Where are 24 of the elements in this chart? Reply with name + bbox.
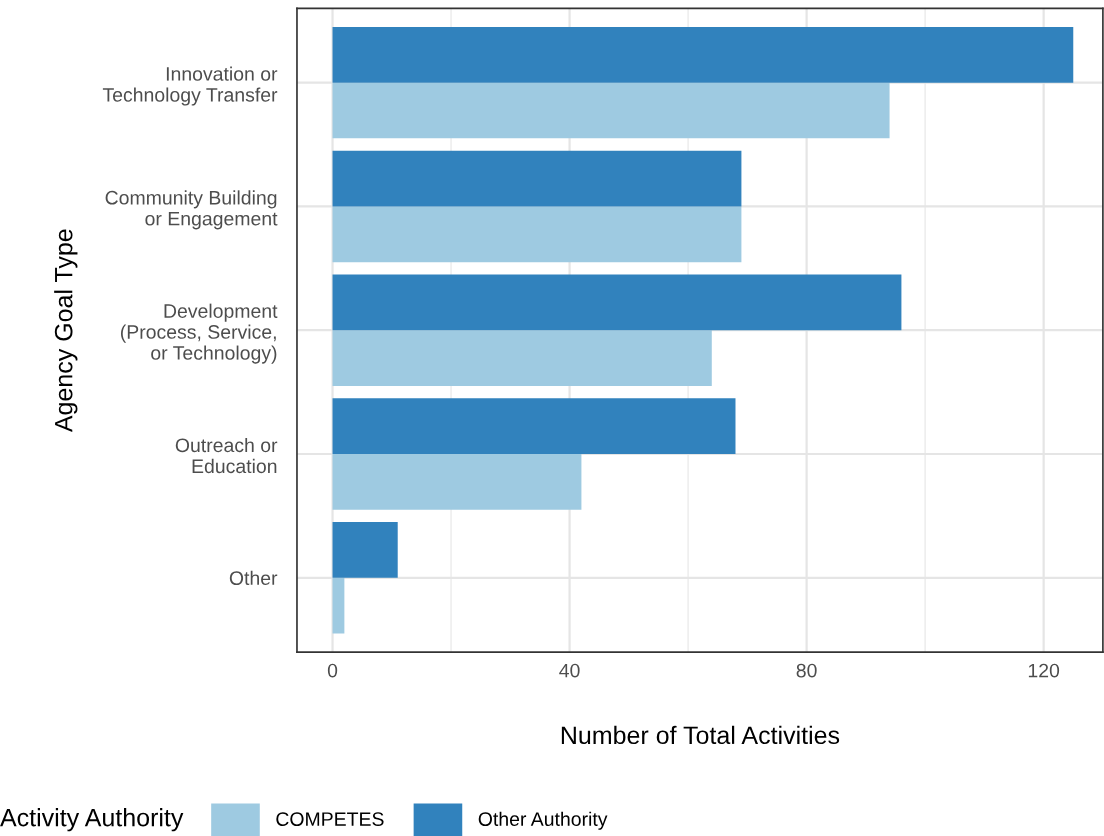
bar bbox=[332, 82, 890, 139]
y-tick-label: Outreach or Education bbox=[175, 437, 278, 474]
x-tick-label: 0 bbox=[327, 663, 338, 678]
x-tick-label: 80 bbox=[796, 663, 817, 678]
bar bbox=[332, 206, 742, 263]
legend-title: Activity Authority bbox=[0, 808, 184, 832]
bar bbox=[332, 26, 1074, 83]
bar bbox=[332, 150, 742, 207]
y-tick-label: Community Building or Engagement bbox=[105, 190, 278, 230]
y-tick-label: Other bbox=[229, 570, 278, 586]
legend-label: Other Authority bbox=[478, 811, 608, 830]
x-tick-label: 120 bbox=[1028, 663, 1060, 678]
y-tick-label: Development (Process, Service, or Technology) bbox=[120, 303, 278, 364]
bar bbox=[332, 522, 398, 578]
legend-label: COMPETES bbox=[276, 812, 384, 826]
bar bbox=[332, 274, 902, 331]
y-tick-label: Innovation or Technology Transfer bbox=[102, 66, 278, 106]
bar bbox=[332, 577, 345, 634]
x-tick-label: 40 bbox=[559, 663, 580, 678]
x-axis-title: Number of Total Activities bbox=[561, 725, 840, 745]
bar bbox=[332, 330, 712, 386]
bar bbox=[332, 454, 582, 510]
bar bbox=[332, 398, 736, 455]
y-axis-title: Agency Goal Type bbox=[54, 229, 78, 433]
